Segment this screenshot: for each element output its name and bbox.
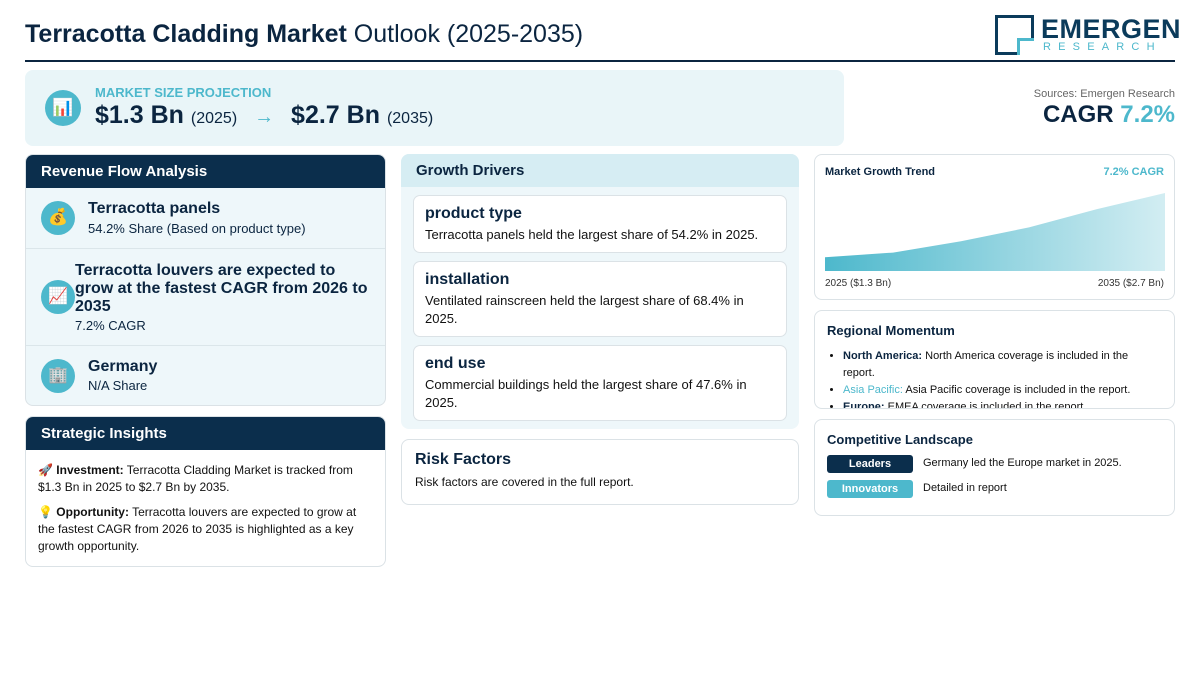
sources-text: Sources: Emergen Research	[1033, 88, 1175, 100]
driver-title: product type	[425, 205, 522, 222]
driver-item: product type Terracotta panels held the …	[413, 195, 787, 253]
strategic-insights-card: Strategic Insights 🚀 Investment: Terraco…	[25, 416, 386, 567]
revenue-item-sub: 54.2% Share (Based on product type)	[88, 221, 306, 236]
revenue-flow-card: Revenue Flow Analysis 💰 Terracotta panel…	[25, 154, 386, 406]
competitive-row: Leaders Germany led the Europe market in…	[827, 455, 1162, 473]
competitive-text: Germany led the Europe market in 2025.	[923, 457, 1122, 469]
cagr-label: CAGR	[1042, 101, 1114, 128]
region-item: North America: North America coverage is…	[843, 348, 1162, 382]
regional-momentum-title: Regional Momentum	[827, 323, 955, 338]
arrow-right-icon: →	[254, 106, 275, 128]
trend-end-label: 2035 ($2.7 Bn)	[1097, 278, 1164, 289]
start-year: (2025)	[190, 110, 238, 127]
driver-text: Terracotta panels held the largest share…	[425, 227, 759, 242]
growth-drivers-card: Growth Drivers product type Terracotta p…	[401, 154, 799, 429]
money-bag-icon: 💰	[41, 201, 75, 235]
region-text: Asia Pacific coverage is included in the…	[905, 384, 1131, 396]
trend-up-icon: 📈	[41, 280, 75, 314]
investment-text: Terracotta Cladding Market is tracked fr…	[38, 463, 353, 494]
investment-insight: 🚀 Investment: Terracotta Cladding Market…	[38, 462, 373, 496]
regional-list: North America: North America coverage is…	[827, 348, 1162, 409]
revenue-item-sub: 7.2% CAGR	[75, 318, 146, 333]
region-item: Asia Pacific: Asia Pacific coverage is i…	[843, 382, 1162, 399]
trend-start-label: 2025 ($1.3 Bn)	[825, 278, 892, 289]
region-text: EMEA coverage is included in the report.	[887, 401, 1087, 409]
building-icon: 🏢	[41, 359, 75, 393]
competitive-landscape-title: Competitive Landscape	[827, 432, 973, 447]
lightbulb-icon: 💡	[38, 505, 53, 519]
logo-word-top: EMERGEN	[1041, 14, 1182, 44]
title-rest: Outlook (2025-2035)	[353, 20, 584, 48]
revenue-item: 🏢 Germany N/A Share	[26, 346, 385, 405]
market-growth-trend-card: Market Growth Trend 7.2% CAGR 2025 ($1.3…	[814, 154, 1175, 300]
revenue-item-title: Germany	[88, 358, 158, 375]
driver-text: Commercial buildings held the largest sh…	[425, 377, 747, 410]
rocket-icon: 🚀	[38, 463, 53, 477]
end-value: $2.7 Bn	[291, 101, 380, 129]
projection-label: MARKET SIZE PROJECTION	[95, 85, 272, 100]
page-title: Terracotta Cladding Market Outlook (2025…	[25, 20, 583, 49]
opportunity-text: Terracotta louvers are expected to grow …	[38, 505, 357, 553]
logo-mark-icon	[995, 15, 1034, 55]
trend-cagr: 7.2% CAGR	[1103, 166, 1164, 178]
title-bold: Terracotta Cladding Market	[25, 20, 347, 48]
logo-word-bottom: RESEARCH	[1043, 41, 1162, 53]
region-item: Europe: EMEA coverage is included in the…	[843, 399, 1162, 409]
revenue-item-title: Terracotta panels	[88, 200, 221, 217]
projection-values: $1.3 Bn (2025) → $2.7 Bn (2035)	[95, 101, 433, 130]
innovators-badge: Innovators	[827, 480, 913, 498]
strategic-insights-body: 🚀 Investment: Terracotta Cladding Market…	[26, 450, 385, 566]
revenue-item: 📈 Terracotta louvers are expected to gro…	[26, 249, 385, 346]
growth-drivers-title: Growth Drivers	[401, 154, 799, 187]
opportunity-label: Opportunity:	[56, 505, 129, 519]
trend-chart	[825, 193, 1165, 271]
opportunity-insight: 💡 Opportunity: Terracotta louvers are ex…	[38, 504, 373, 555]
driver-title: end use	[425, 355, 486, 372]
cagr-summary: Sources: Emergen Research CAGR 7.2%	[1034, 88, 1175, 129]
leaders-badge: Leaders	[827, 455, 913, 473]
trend-title: Market Growth Trend	[825, 166, 936, 178]
region-label: Europe:	[843, 401, 885, 409]
revenue-item-title: Terracotta louvers are expected to grow …	[75, 262, 368, 315]
driver-item: end use Commercial buildings held the la…	[413, 345, 787, 421]
risk-factors-title: Risk Factors	[415, 451, 512, 468]
investment-label: Investment:	[56, 463, 124, 477]
revenue-item-sub: N/A Share	[88, 378, 148, 393]
bar-chart-icon: 📊	[45, 90, 81, 126]
page-header: Terracotta Cladding Market Outlook (2025…	[25, 12, 1181, 62]
cagr-display: CAGR 7.2%	[1034, 101, 1175, 129]
competitive-row: Innovators Detailed in report	[827, 480, 1162, 498]
risk-factors-text: Risk factors are covered in the full rep…	[415, 475, 634, 489]
revenue-flow-title: Revenue Flow Analysis	[26, 155, 385, 188]
revenue-item: 💰 Terracotta panels 54.2% Share (Based o…	[26, 188, 385, 249]
region-text: North America coverage is included in th…	[843, 350, 1129, 379]
driver-item: installation Ventilated rainscreen held …	[413, 261, 787, 337]
driver-text: Ventilated rainscreen held the largest s…	[425, 293, 744, 326]
competitive-landscape-card: Competitive Landscape Leaders Germany le…	[814, 419, 1175, 516]
cagr-value: 7.2%	[1120, 101, 1175, 128]
end-year: (2035)	[386, 110, 434, 127]
region-label: Asia Pacific:	[843, 384, 903, 396]
market-size-projection: 📊 MARKET SIZE PROJECTION $1.3 Bn (2025) …	[25, 70, 844, 146]
risk-factors-card: Risk Factors Risk factors are covered in…	[401, 439, 799, 505]
region-label: North America:	[843, 350, 923, 362]
start-value: $1.3 Bn	[95, 101, 184, 129]
strategic-insights-title: Strategic Insights	[26, 417, 385, 450]
driver-title: installation	[425, 271, 510, 288]
trend-area	[825, 193, 1165, 271]
regional-momentum-card: Regional Momentum North America: North A…	[814, 310, 1175, 409]
competitive-text: Detailed in report	[923, 482, 1007, 494]
emergen-logo: EMERGEN RESEARCH	[995, 14, 1181, 56]
